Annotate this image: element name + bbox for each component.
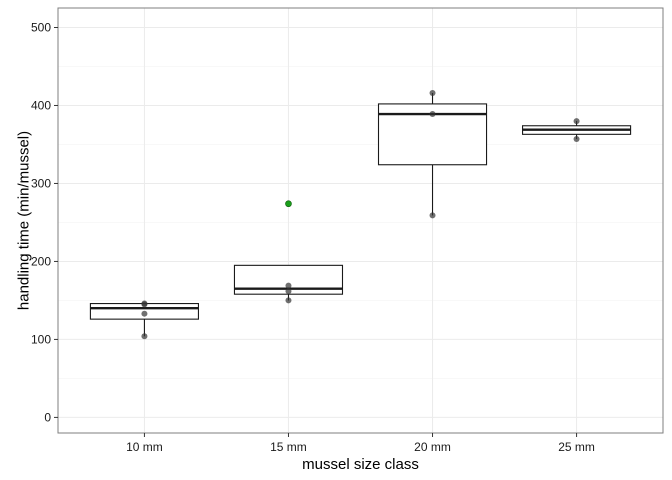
data-point <box>429 212 436 219</box>
grid-lines <box>58 8 663 433</box>
panel-border <box>57 7 664 434</box>
data-point <box>285 282 292 289</box>
x-axis: 10 mm 15 mm 20 mm 25 mm <box>126 433 595 454</box>
data-point <box>141 310 148 317</box>
data-point <box>573 118 580 125</box>
x-tick-label: 25 mm <box>558 440 595 454</box>
y-tick-label: 300 <box>31 176 51 190</box>
x-tick-label: 15 mm <box>270 440 307 454</box>
y-tick-label: 100 <box>31 332 51 346</box>
data-point <box>285 200 292 208</box>
y-axis-title: handling time (min/mussel) <box>15 131 32 310</box>
y-tick-label: 500 <box>31 20 51 34</box>
data-point <box>573 136 580 143</box>
box-25mm <box>522 121 632 140</box>
data-point <box>285 297 292 304</box>
data-point <box>429 90 436 96</box>
x-tick-label: 20 mm <box>414 440 451 454</box>
x-axis-title: mussel size class <box>302 456 419 473</box>
y-axis: 0 100 200 300 400 500 <box>31 20 58 424</box>
data-point <box>429 111 436 118</box>
y-tick-label: 400 <box>31 98 51 112</box>
data-point <box>285 288 292 295</box>
data-point <box>141 333 148 340</box>
x-tick-label: 10 mm <box>126 440 163 454</box>
y-tick-label: 200 <box>31 254 51 268</box>
data-points <box>141 90 580 340</box>
data-point <box>141 301 148 308</box>
y-tick-label: 0 <box>44 410 51 424</box>
